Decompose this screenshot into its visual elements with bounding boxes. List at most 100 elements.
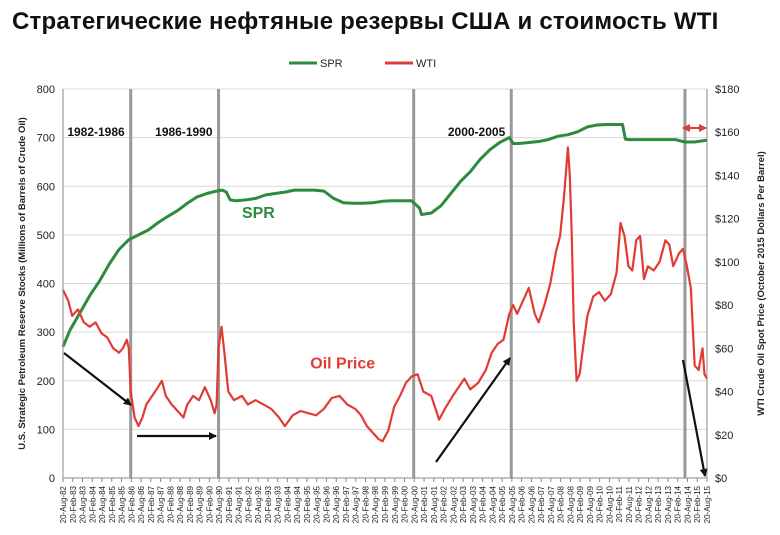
x-tick-label: 20-Aug-93: [274, 485, 283, 523]
x-tick-label: 20-Feb-13: [654, 485, 663, 522]
x-tick-label: 20-Feb-97: [342, 485, 351, 522]
x-tick-label: 20-Feb-92: [244, 485, 253, 522]
x-tick-label: 20-Aug-14: [683, 485, 692, 523]
x-tick-label: 20-Aug-90: [215, 485, 224, 523]
x-tick-label: 20-Aug-11: [625, 485, 634, 522]
x-tick-label: 20-Aug-96: [332, 485, 341, 523]
x-tick-label: 20-Aug-15: [703, 485, 712, 523]
chart-title: Стратегические нефтяные резервы США и ст…: [12, 8, 719, 35]
x-tick-label: 20-Aug-88: [176, 485, 185, 523]
period-label: 2000-2005: [448, 125, 506, 139]
y-right-tick-label: $20: [715, 430, 733, 442]
x-tick-label: 20-Aug-84: [98, 485, 107, 523]
y-left-tick-label: 700: [37, 133, 55, 145]
spr-annotation: SPR: [242, 205, 275, 222]
x-tick-label: 20-Feb-08: [557, 485, 566, 522]
x-tick-label: 20-Aug-98: [371, 485, 380, 523]
wti-series-line: [62, 146, 708, 443]
x-tick-label: 20-Feb-05: [498, 485, 507, 522]
x-tick-label: 20-Feb-02: [440, 485, 449, 522]
y-right-tick-label: $80: [715, 300, 733, 312]
x-tick-label: 20-Feb-94: [283, 485, 292, 522]
x-tick-label: 20-Aug-94: [293, 485, 302, 523]
y-right-tick-label: $0: [715, 473, 727, 485]
legend-spr-label: SPR: [320, 58, 343, 70]
x-tick-label: 20-Feb-10: [596, 485, 605, 522]
x-tick-label: 20-Feb-84: [88, 485, 97, 522]
x-tick-label: 20-Aug-82: [59, 485, 68, 523]
x-tick-label: 20-Feb-83: [69, 485, 78, 522]
x-tick-label: 20-Feb-04: [479, 485, 488, 522]
x-tick-label: 20-Aug-92: [254, 485, 263, 523]
x-tick-label: 20-Feb-90: [205, 485, 214, 522]
y-right-tick-label: $100: [715, 257, 739, 269]
spr-series-line: [61, 123, 708, 348]
x-tick-label: 20-Feb-06: [518, 485, 527, 522]
x-tick-label: 20-Aug-12: [644, 485, 653, 523]
x-tick-label: 20-Aug-07: [547, 485, 556, 523]
y-left-tick-label: 500: [37, 230, 55, 242]
legend-wti-label: WTI: [416, 58, 436, 70]
x-tick-label: 20-Aug-83: [79, 485, 88, 523]
x-tick-label: 20-Aug-86: [137, 485, 146, 523]
y-right-tick-label: $140: [715, 170, 739, 182]
x-tick-label: 20-Feb-87: [147, 485, 156, 522]
x-tick-label: 20-Feb-01: [420, 485, 429, 522]
up-arrow-2000-2005: [435, 357, 511, 463]
x-tick-label: 20-Feb-12: [635, 485, 644, 522]
x-tick-label: 20-Feb-00: [401, 485, 410, 522]
y-right-tick-label: $120: [715, 214, 739, 226]
x-tick-label: 20-Aug-09: [586, 485, 595, 523]
x-tick-label: 20-Aug-04: [488, 485, 497, 523]
y-left-tick-label: 300: [37, 327, 55, 339]
period-label: 1982-1986: [67, 125, 125, 139]
x-tick-label: 20-Aug-91: [235, 485, 244, 523]
down-arrow-1982-1986: [63, 352, 132, 406]
x-tick-label: 20-Aug-89: [196, 485, 205, 523]
x-tick-label: 20-Aug-87: [157, 485, 166, 523]
x-tick-label: 20-Aug-99: [391, 485, 400, 523]
y-right-tick-label: $60: [715, 343, 733, 355]
y-left-tick-label: 200: [37, 376, 55, 388]
x-tick-label: 20-Feb-07: [537, 485, 546, 522]
y-right-tick-label: $40: [715, 387, 733, 399]
x-tick-label: 20-Feb-88: [166, 485, 175, 522]
x-tick-label: 20-Aug-97: [352, 485, 361, 523]
x-tick-label: 20-Aug-06: [527, 485, 536, 523]
x-tick-label: 20-Aug-13: [664, 485, 673, 523]
x-tick-label: 20-Feb-86: [127, 485, 136, 522]
x-tick-label: 20-Feb-99: [381, 485, 390, 522]
x-tick-label: 20-Aug-85: [118, 485, 127, 523]
x-tick-label: 20-Feb-11: [615, 485, 624, 522]
x-tick-label: 20-Aug-10: [605, 485, 614, 523]
down-arrow-2014-2015: [681, 359, 708, 477]
y-right-tick-label: $180: [715, 84, 739, 96]
y-left-axis-title: U.S. Strategic Petroleum Reserve Stocks …: [17, 117, 28, 450]
x-tick-label: 20-Aug-05: [508, 485, 517, 523]
period-label: 1986-1990: [155, 125, 213, 139]
x-tick-label: 20-Feb-03: [459, 485, 468, 522]
x-tick-label: 20-Feb-95: [303, 485, 312, 522]
x-tick-label: 20-Aug-08: [566, 485, 575, 523]
x-tick-label: 20-Feb-89: [186, 485, 195, 522]
x-tick-label: 20-Aug-01: [430, 485, 439, 523]
x-tick-label: 20-Feb-93: [264, 485, 273, 522]
x-tick-label: 20-Aug-03: [469, 485, 478, 523]
x-tick-label: 20-Feb-85: [108, 485, 117, 522]
oil-price-annotation: Oil Price: [310, 356, 375, 373]
y-left-tick-label: 400: [37, 279, 55, 291]
x-tick-label: 20-Feb-98: [361, 485, 370, 522]
x-tick-label: 20-Feb-96: [322, 485, 331, 522]
y-left-tick-label: 100: [37, 424, 55, 436]
x-tick-label: 20-Feb-14: [674, 485, 683, 522]
y-left-tick-label: 800: [37, 84, 55, 96]
x-tick-label: 20-Aug-95: [313, 485, 322, 523]
y-right-tick-label: $160: [715, 127, 739, 139]
x-tick-label: 20-Aug-00: [410, 485, 419, 523]
x-tick-label: 20-Feb-91: [225, 485, 234, 522]
x-tick-label: 20-Feb-15: [693, 485, 702, 522]
x-tick-label: 20-Feb-09: [576, 485, 585, 522]
y-left-tick-label: 600: [37, 181, 55, 193]
